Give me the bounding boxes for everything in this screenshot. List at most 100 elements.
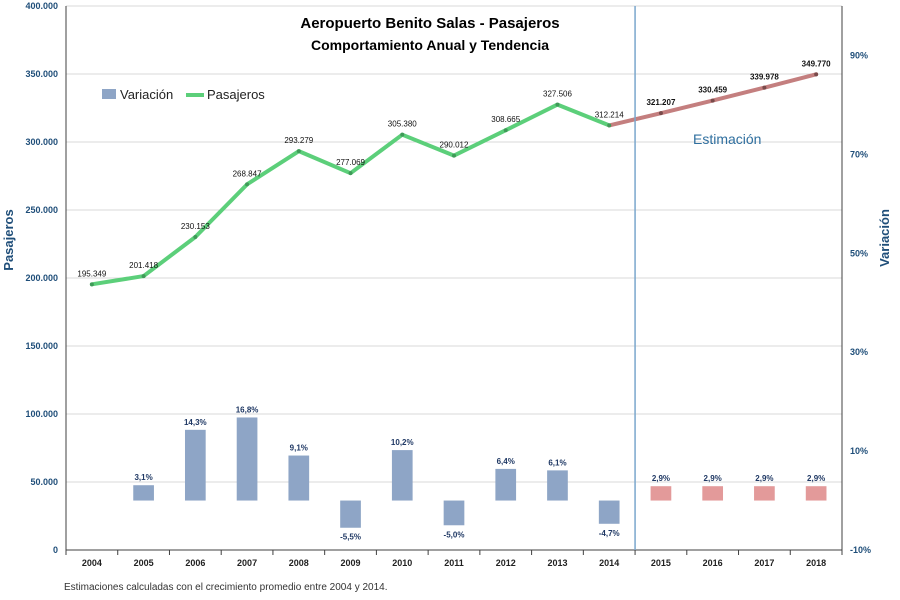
right-tick-label: 30% (850, 347, 868, 357)
passenger-label: 312.214 (595, 110, 624, 119)
data-labels: 3,1% 14,3% 16,8% 9,1% -5,5% 10,2% -5,0% 6,4% 6,1… (77, 59, 831, 541)
passenger-point (400, 132, 405, 137)
left-tick-label: 200.000 (25, 273, 58, 283)
passenger-point (245, 182, 250, 187)
passenger-point (658, 111, 663, 116)
passenger-point (348, 171, 353, 176)
right-tick-label: 90% (850, 50, 868, 60)
legend-label-variacion: Variación (120, 87, 173, 102)
footnote: Estimaciones calculadas con el crecimien… (64, 582, 388, 593)
left-tick-label: 50.000 (30, 477, 58, 487)
passenger-point (193, 234, 198, 239)
x-tick-label: 2009 (341, 558, 361, 568)
x-tick-label: 2018 (806, 558, 826, 568)
x-tick-label: 2005 (134, 558, 154, 568)
left-tick-label: 350.000 (25, 69, 58, 79)
variation-bars (133, 417, 827, 528)
right-tick-label: 70% (850, 149, 868, 159)
left-tick-label: 400.000 (25, 1, 58, 11)
passenger-points (89, 72, 819, 287)
x-tick-label: 2007 (237, 558, 257, 568)
legend: Variación Pasajeros (102, 87, 265, 102)
variation-label: 9,1% (290, 444, 308, 453)
variation-bar (805, 486, 827, 501)
passenger-label: 330.459 (698, 86, 727, 95)
estimate-label: Estimación (693, 131, 761, 147)
variation-label: 10,2% (391, 438, 414, 447)
variation-bar (495, 468, 517, 501)
passenger-label: 195.349 (77, 269, 106, 278)
variation-label: 2,9% (755, 474, 773, 483)
left-tick-label: 0 (53, 545, 58, 555)
passenger-label: 321.207 (646, 98, 675, 107)
x-tick-label: 2004 (82, 558, 102, 568)
variation-bar (236, 417, 258, 501)
passenger-label: 268.847 (233, 169, 262, 178)
x-tick-label: 2015 (651, 558, 671, 568)
right-axis-title: Variación (877, 209, 892, 267)
variation-label: -5,0% (444, 530, 465, 539)
left-tick-label: 300.000 (25, 137, 58, 147)
axes: 0 50.000 100.000 150.000 200.000 250.000 300.0… (25, 1, 871, 568)
legend-label-pasajeros: Pasajeros (207, 87, 265, 102)
x-tick-label: 2011 (444, 558, 464, 568)
passenger-point (607, 123, 612, 128)
variation-bar (598, 500, 620, 524)
passenger-label: 277.069 (336, 158, 365, 167)
left-tick-label: 250.000 (25, 205, 58, 215)
x-tick-label: 2016 (703, 558, 723, 568)
passenger-point (710, 98, 715, 103)
passenger-label: 339.978 (750, 73, 779, 82)
variation-label: 3,1% (134, 473, 152, 482)
passenger-label: 290.012 (440, 141, 469, 150)
passenger-point (814, 72, 819, 77)
passenger-line-actual (89, 102, 612, 287)
x-tick-label: 2014 (599, 558, 619, 568)
passenger-label: 293.279 (284, 136, 313, 145)
passenger-label: 308.665 (491, 115, 520, 124)
variation-label: 2,9% (652, 474, 670, 483)
variation-bar (340, 500, 361, 528)
passenger-label: 327.506 (543, 90, 572, 99)
variation-bar (547, 470, 568, 501)
variation-bar (702, 486, 724, 501)
variation-bar (184, 429, 206, 501)
variation-label: 2,9% (704, 474, 722, 483)
x-tick-label: 2012 (496, 558, 516, 568)
passenger-label: 230.153 (181, 222, 210, 231)
passenger-point (296, 149, 301, 154)
variation-bar (443, 500, 465, 526)
passenger-point (89, 282, 94, 287)
variation-label: 2,9% (807, 474, 825, 483)
variation-label: 16,8% (236, 405, 259, 414)
chart-title: Aeropuerto Benito Salas - Pasajeros (300, 15, 559, 32)
right-tick-label: 10% (850, 446, 868, 456)
variation-bar (754, 486, 775, 501)
right-tick-label: -10% (850, 545, 871, 555)
variation-label: 6,1% (548, 458, 566, 467)
x-tick-label: 2010 (392, 558, 412, 568)
variation-label: -4,7% (599, 529, 620, 538)
x-tick-label: 2008 (289, 558, 309, 568)
x-tick-label: 2013 (547, 558, 567, 568)
x-tick-label: 2017 (754, 558, 774, 568)
variation-label: 6,4% (497, 457, 515, 466)
left-tick-label: 100.000 (25, 409, 58, 419)
variation-bar (650, 486, 672, 501)
passenger-label: 201.418 (129, 261, 158, 270)
variation-bar (133, 485, 154, 501)
passenger-lines (89, 72, 819, 287)
right-tick-label: 50% (850, 248, 868, 258)
passenger-point (762, 85, 767, 90)
passenger-point (503, 128, 508, 133)
variation-label: -5,5% (340, 533, 361, 542)
left-axis-title: Pasajeros (1, 209, 16, 270)
legend-swatch-variacion (102, 89, 116, 99)
variation-bar (288, 455, 310, 501)
left-tick-label: 150.000 (25, 341, 58, 351)
grid-lines (66, 5, 842, 483)
chart-subtitle: Comportamiento Anual y Tendencia (311, 37, 549, 53)
passenger-label: 305.380 (388, 120, 417, 129)
passenger-point (141, 274, 146, 279)
